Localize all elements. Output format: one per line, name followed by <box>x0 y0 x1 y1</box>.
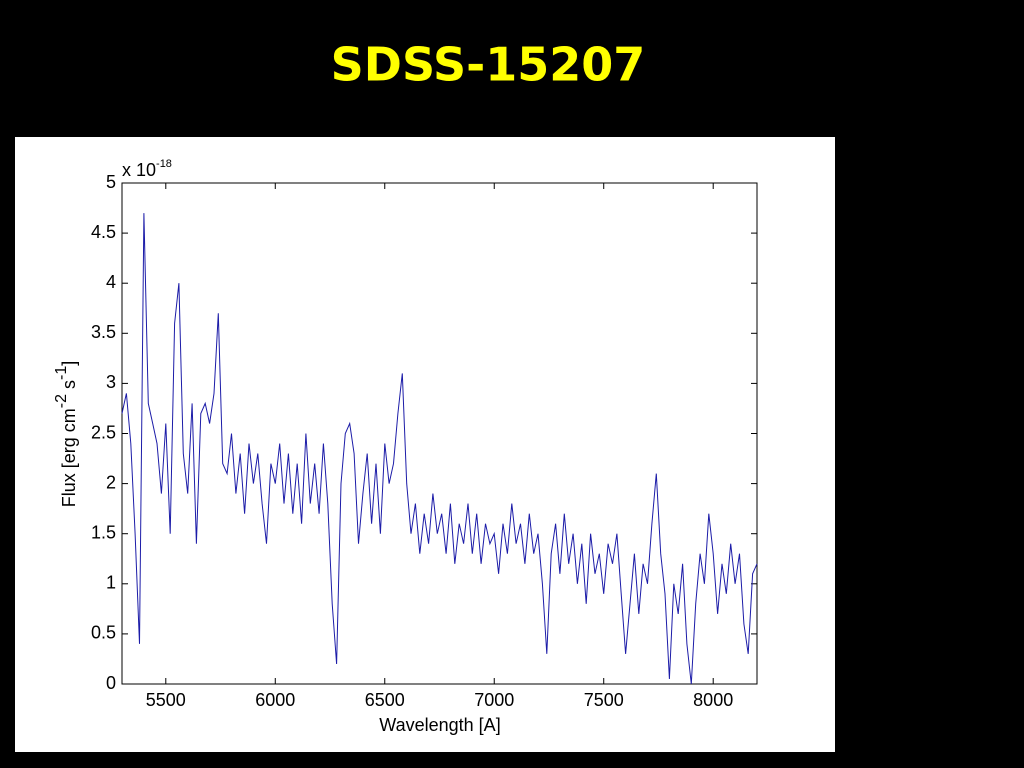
x-tick-label: 6000 <box>255 690 295 710</box>
x-tick-label: 7500 <box>584 690 624 710</box>
y-tick-label: 0 <box>106 673 116 693</box>
x-axis-label: Wavelength [A] <box>379 715 500 735</box>
y-tick-label: 2 <box>106 472 116 492</box>
multiplier-base: x 10 <box>122 160 156 180</box>
y-tick-label: 3 <box>106 372 116 392</box>
y-label-part: s <box>59 380 79 394</box>
x-tick-label: 8000 <box>693 690 733 710</box>
y-tick-label: 3.5 <box>91 322 116 342</box>
chart-panel <box>15 137 835 752</box>
y-tick-label: 1.5 <box>91 522 116 542</box>
y-axis-label: Flux [erg cm-2 s-1] <box>53 361 79 508</box>
y-label-superscript: -1 <box>53 366 70 380</box>
x-tick-label: 6500 <box>365 690 405 710</box>
y-tick-label: 4.5 <box>91 222 116 242</box>
multiplier-exponent: -18 <box>156 158 172 170</box>
y-tick-label: 5 <box>106 172 116 192</box>
slide-title: SDSS-15207 <box>331 38 646 92</box>
y-label-superscript: -2 <box>53 394 70 408</box>
y-label-part: ] <box>59 361 79 366</box>
y-tick-label: 4 <box>106 272 116 292</box>
spectrum-line <box>121 213 758 685</box>
y-multiplier: x 10-18 <box>122 158 172 180</box>
y-tick-label: 0.5 <box>91 623 116 643</box>
y-tick-label: 1 <box>106 573 116 593</box>
x-tick-label: 7000 <box>474 690 514 710</box>
y-label-part: Flux [erg cm <box>59 408 79 507</box>
x-tick-label: 5500 <box>146 690 186 710</box>
y-tick-label: 2.5 <box>91 422 116 442</box>
